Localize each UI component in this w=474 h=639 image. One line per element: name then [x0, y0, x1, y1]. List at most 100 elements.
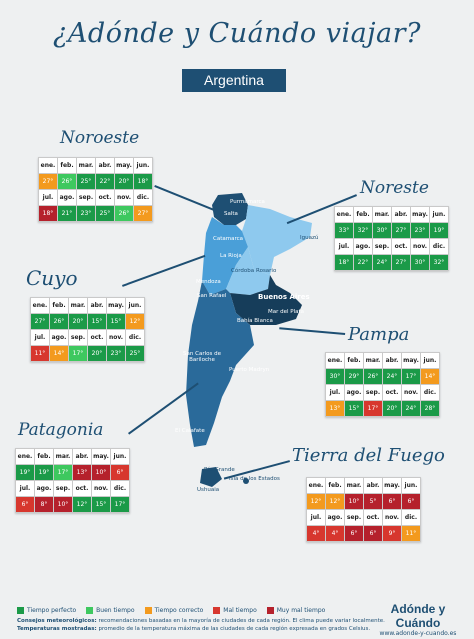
city-label: Purmamarca [230, 199, 265, 205]
month-cell: may. [401, 352, 421, 369]
temperature-cell: 25° [95, 205, 115, 222]
temperature-cell: 13° [325, 400, 345, 417]
legend-item: Buen tiempo [86, 607, 135, 614]
month-cell: ene. [15, 448, 35, 465]
month-cell: feb. [353, 206, 373, 223]
temperature-cell: 4° [306, 525, 326, 542]
temperature-cell: 6° [363, 525, 383, 542]
month-cell: jul. [325, 384, 345, 401]
temperature-cell: 18° [133, 173, 153, 190]
month-cell: may. [106, 297, 126, 314]
temperature-cell: 27° [133, 205, 153, 222]
temperature-cell: 4° [325, 525, 345, 542]
month-cell: jun. [401, 477, 421, 494]
climate-table-patagonia: ene. feb. mar. abr. may. jun. 19° 19° 17° 13° 10° 6… [15, 448, 130, 513]
temperature-cell: 17° [110, 496, 130, 513]
legend-swatch [266, 607, 274, 614]
temperature-cell: 24° [372, 254, 392, 271]
legend-label: Tiempo perfecto [27, 607, 77, 614]
temperature-cell: 19° [429, 222, 449, 239]
note-text: promedio de la temperatura máxima de las… [98, 626, 371, 632]
month-cell: sep. [372, 238, 392, 255]
month-cell: jul. [334, 238, 354, 255]
month-cell: ago. [34, 480, 54, 497]
city-label: Bahía Blanca [237, 318, 273, 324]
temperature-cell: 11° [30, 345, 50, 362]
month-cell: dic. [133, 189, 153, 206]
month-cell: nov. [106, 329, 126, 346]
temperature-cell: 17° [363, 400, 383, 417]
month-cell: feb. [325, 477, 345, 494]
month-cell: may. [114, 157, 134, 174]
temperature-cell: 22° [353, 254, 373, 271]
climate-table-tierra-del-fuego: ene. feb. mar. abr. may. jun. 12° 12° 10° 5° 6° 6° j… [306, 477, 421, 542]
month-cell: jul. [38, 189, 58, 206]
month-cell: nov. [91, 480, 111, 497]
month-cell: abr. [95, 157, 115, 174]
legend-item: Tiempo correcto [144, 607, 204, 614]
temperature-cell: 23° [410, 222, 430, 239]
temperature-cell: 6° [344, 525, 364, 542]
month-cell: may. [382, 477, 402, 494]
region-noreste-shape [242, 205, 312, 275]
month-cell: sep. [68, 329, 88, 346]
month-cell: oct. [391, 238, 411, 255]
temperature-cell: 26° [57, 173, 77, 190]
region-title-noreste: Noreste [360, 178, 429, 198]
month-cell: abr. [87, 297, 107, 314]
temperature-cell: 6° [401, 493, 421, 510]
temperature-cell: 20° [87, 345, 107, 362]
month-cell: mar. [53, 448, 73, 465]
month-cell: ago. [49, 329, 69, 346]
month-cell: jun. [133, 157, 153, 174]
temperature-cell: 14° [49, 345, 69, 362]
month-cell: nov. [382, 509, 402, 526]
region-noroeste-shape [212, 193, 248, 225]
temperature-cell: 6° [382, 493, 402, 510]
temperature-cell: 32° [353, 222, 373, 239]
legend: Tiempo perfecto Buen tiempo Tiempo corre… [17, 607, 325, 614]
region-title-patagonia: Patagonia [18, 420, 104, 440]
temperature-cell: 15° [106, 313, 126, 330]
region-pampa-shape [230, 275, 302, 325]
city-label: Mendoza [196, 279, 221, 285]
temperature-cell: 17° [53, 464, 73, 481]
month-cell: mar. [363, 352, 383, 369]
temperature-cell: 27° [391, 254, 411, 271]
legend-swatch [17, 607, 24, 614]
month-cell: jun. [125, 297, 145, 314]
temperature-cell: 23° [106, 345, 126, 362]
month-cell: oct. [87, 329, 107, 346]
temperature-cell: 12° [306, 493, 326, 510]
month-cell: mar. [76, 157, 96, 174]
temperature-cell: 28° [420, 400, 440, 417]
legend-label: Muy mal tiempo [276, 607, 326, 614]
month-cell: dic. [110, 480, 130, 497]
city-label: Córdoba [231, 268, 255, 274]
temperature-cell: 30° [372, 222, 392, 239]
city-label: El Calafate [175, 428, 205, 434]
month-cell: nov. [401, 384, 421, 401]
city-label: Ushuaia [197, 487, 220, 493]
temperature-cell: 12° [125, 313, 145, 330]
temperature-cell: 30° [410, 254, 430, 271]
legend-swatch [144, 607, 152, 614]
temperature-cell: 6° [15, 496, 35, 513]
temperature-cell: 26° [49, 313, 69, 330]
temperature-cell: 18° [334, 254, 354, 271]
climate-table-noreste: ene. feb. mar. abr. may. jun. 33° 32° 30° 27° 23° 1… [334, 206, 449, 271]
month-cell: may. [410, 206, 430, 223]
month-cell: dic. [401, 509, 421, 526]
month-cell: mar. [372, 206, 392, 223]
temperature-cell: 22° [95, 173, 115, 190]
temperature-cell: 20° [382, 400, 402, 417]
month-cell: abr. [382, 352, 402, 369]
legend-label: Tiempo correcto [154, 607, 204, 614]
brand-logo: Adónde y Cuándo www.adonde-y-cuando.es [368, 602, 468, 637]
month-cell: nov. [114, 189, 134, 206]
temperature-cell: 19° [15, 464, 35, 481]
brand-url[interactable]: www.adonde-y-cuando.es [379, 630, 457, 637]
temperature-cell: 27° [30, 313, 50, 330]
city-label: Buenos Aires [258, 293, 310, 301]
legend-swatch [86, 607, 94, 614]
